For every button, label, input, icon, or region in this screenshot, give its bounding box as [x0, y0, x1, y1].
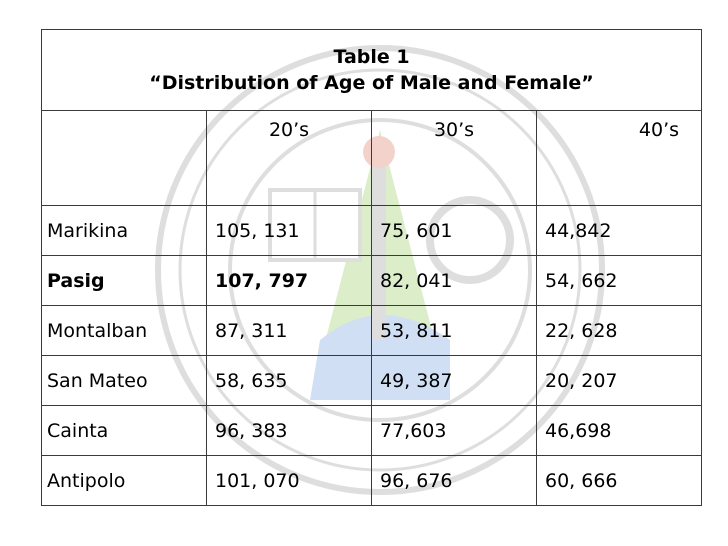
- cell-value: 22, 628: [535, 305, 703, 356]
- cell-value: 49, 387: [371, 355, 537, 406]
- table-title: Table 1: [333, 46, 410, 68]
- table-subtitle: “Distribution of Age of Male and Female”: [149, 72, 594, 94]
- table-title-cell: Table 1 “Distribution of Age of Male and…: [40, 29, 703, 111]
- table-row: Pasig 107, 797 82, 041 54, 662: [41, 255, 703, 306]
- table-row: San Mateo 58, 635 49, 387 20, 207: [41, 355, 703, 406]
- cell-value: 107, 797: [206, 255, 372, 306]
- column-header-30s: 30’s: [371, 110, 537, 206]
- cell-value: 60, 666: [535, 455, 703, 506]
- row-label: San Mateo: [41, 355, 207, 406]
- table-row: Cainta 96, 383 77,603 46,698: [41, 405, 703, 456]
- column-header-40s: 40’s: [535, 110, 703, 206]
- column-header-row: 20’s 30’s 40’s: [41, 110, 703, 206]
- row-label: Montalban: [41, 305, 207, 356]
- cell-value: 77,603: [371, 405, 537, 456]
- row-label: Marikina: [41, 205, 207, 256]
- cell-value: 53, 811: [371, 305, 537, 356]
- table-title-row: Table 1 “Distribution of Age of Male and…: [40, 29, 703, 111]
- cell-value: 105, 131: [206, 205, 372, 256]
- cell-value: 87, 311: [206, 305, 372, 356]
- cell-value: 46,698: [535, 405, 703, 456]
- cell-value: 75, 601: [371, 205, 537, 256]
- cell-value: 96, 383: [206, 405, 372, 456]
- cell-value: 58, 635: [206, 355, 372, 406]
- table-row: Montalban 87, 311 53, 811 22, 628: [41, 305, 703, 356]
- table-row: Antipolo 101, 070 96, 676 60, 666: [41, 455, 703, 506]
- cell-value: 44,842: [535, 205, 703, 256]
- cell-value: 54, 662: [535, 255, 703, 306]
- cell-value: 96, 676: [371, 455, 537, 506]
- column-header-20s: 20’s: [206, 110, 372, 206]
- cell-value: 101, 070: [206, 455, 372, 506]
- column-header-empty: [41, 110, 207, 206]
- row-label: Antipolo: [41, 455, 207, 506]
- row-label: Pasig: [41, 255, 207, 306]
- cell-value: 82, 041: [371, 255, 537, 306]
- cell-value: 20, 207: [535, 355, 703, 406]
- row-label: Cainta: [41, 405, 207, 456]
- table-row: Marikina 105, 131 75, 601 44,842: [41, 205, 703, 256]
- age-distribution-table: Table 1 “Distribution of Age of Male and…: [40, 29, 703, 506]
